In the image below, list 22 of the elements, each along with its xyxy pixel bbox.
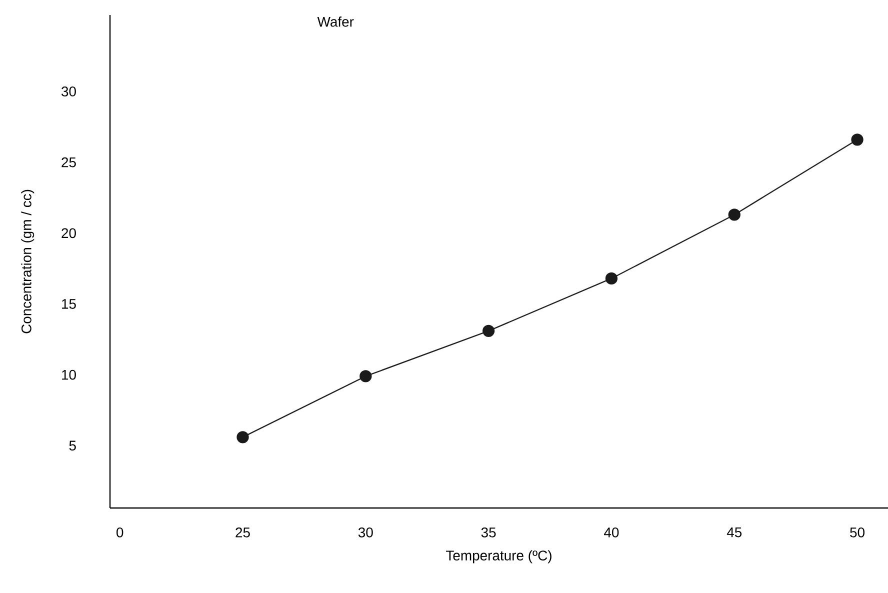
point [728,208,740,221]
x-tick-label: 40 [604,527,619,538]
y-tick-label: 25 [62,157,76,168]
y-tick-label: 20 [62,228,76,238]
chart-title: Wafer [317,16,354,27]
x-axis-title: Temperature (ºC) [446,550,552,564]
y-tick-label: 5 [69,440,76,451]
y-tick-label: 10 [62,370,76,380]
point [360,370,372,382]
x-tick-label: 30 [358,527,373,538]
point [236,431,249,444]
x-tick-label: 45 [726,528,742,538]
y-tick-label: 30 [62,86,76,96]
point [851,134,864,146]
point [482,324,495,337]
x-tick-label: 35 [481,527,496,538]
x-tick-label: 25 [236,527,250,538]
y-tick-label: 15 [62,299,76,309]
y-axis-title: Concentration (gm / cc) [21,190,34,334]
x-tick-label: 0 [116,527,124,538]
x-tick-label: 50 [850,527,864,538]
point [605,272,618,285]
